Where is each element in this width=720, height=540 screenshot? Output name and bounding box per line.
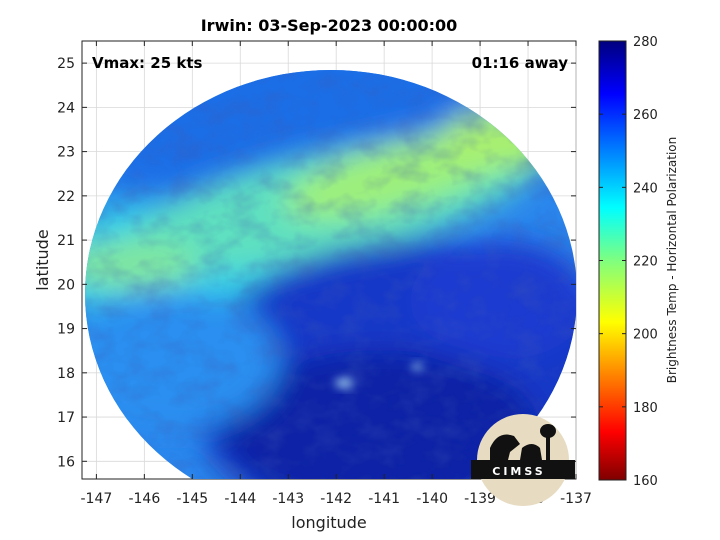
y-tick-label: 24 xyxy=(57,100,75,116)
colorbar-ticks: 160 180 200 220 240 260 280 xyxy=(599,35,658,489)
x-axis-label: longitude xyxy=(291,513,366,532)
logo-text: CIMSS xyxy=(492,465,545,478)
logo-ground xyxy=(471,460,575,479)
colorbar-tick-label: 160 xyxy=(633,474,658,489)
y-tick-label: 20 xyxy=(57,277,75,293)
x-tick-label: -143 xyxy=(272,491,304,507)
colorbar-tick-label: 180 xyxy=(633,401,658,416)
x-tick-label: -139 xyxy=(464,491,496,507)
x-tick-label: -144 xyxy=(224,491,256,507)
colorbar-tick-label: 260 xyxy=(633,108,658,123)
colorbar xyxy=(598,40,627,481)
logo-dish-icon xyxy=(490,434,520,460)
logo-tank-icon xyxy=(540,424,556,438)
field-bright-spot-2 xyxy=(412,364,422,370)
y-tick-label: 21 xyxy=(57,233,75,249)
chart-title: Irwin: 03-Sep-2023 00:00:00 xyxy=(201,16,458,35)
logo-dome-icon xyxy=(520,444,542,460)
y-tick-label: 17 xyxy=(57,410,75,426)
logo-tower-icon xyxy=(546,434,550,460)
x-tick-label: -140 xyxy=(416,491,448,507)
x-tick-label: -145 xyxy=(176,491,208,507)
y-tick-label: 16 xyxy=(57,454,75,470)
x-tick-label: -137 xyxy=(560,491,592,507)
cimss-logo: CIMSS xyxy=(471,414,575,506)
field-bright-spot-1 xyxy=(335,379,353,387)
colorbar-tick-label: 220 xyxy=(633,255,658,270)
colorbar-tick-label: 240 xyxy=(633,181,658,196)
x-tick-label: -141 xyxy=(368,491,400,507)
y-tick-label: 22 xyxy=(57,189,75,205)
x-tick-label: -147 xyxy=(80,491,112,507)
y-tick-label: 19 xyxy=(57,322,75,338)
y-tick-label: 25 xyxy=(57,56,75,72)
vmax-annotation: Vmax: 25 kts xyxy=(92,54,202,72)
x-tick-label: -146 xyxy=(128,491,160,507)
y-axis-ticks: 16 17 18 19 20 21 22 23 24 25 xyxy=(57,56,576,470)
colorbar-tick-label: 200 xyxy=(633,328,658,343)
colorbar-tick-label: 280 xyxy=(633,35,658,50)
field-texture xyxy=(85,70,576,479)
colorbar-label: Brightness Temp - Horizontal Polarizatio… xyxy=(665,137,679,384)
y-tick-label: 18 xyxy=(57,366,75,382)
y-tick-label: 23 xyxy=(57,145,75,161)
y-axis-label: latitude xyxy=(33,229,52,290)
x-tick-label: -142 xyxy=(320,491,352,507)
time-away-annotation: 01:16 away xyxy=(472,54,569,72)
